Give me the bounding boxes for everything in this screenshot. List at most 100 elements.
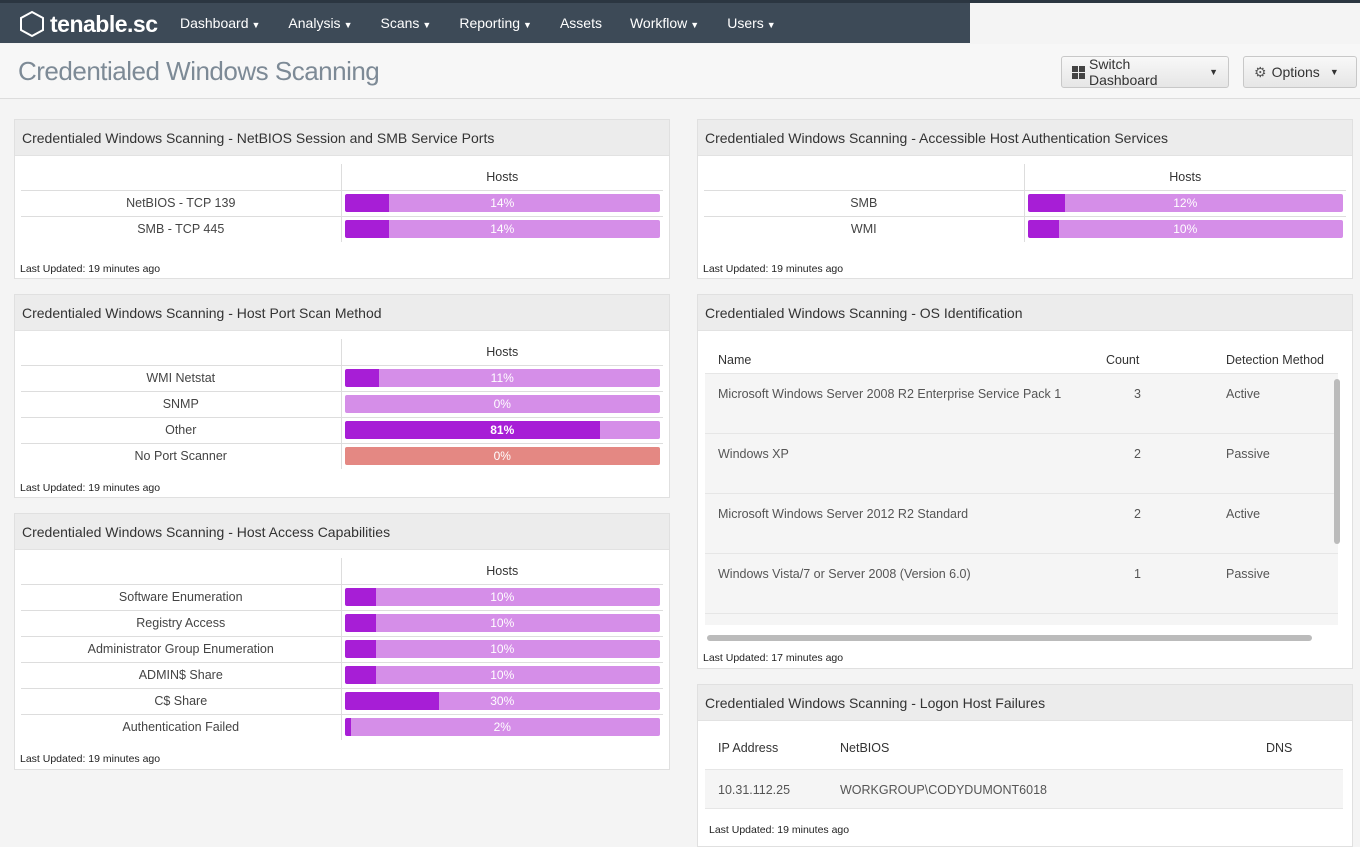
bar-cell: 12% (1023, 189, 1346, 216)
bar-cell: 10% (1023, 215, 1346, 242)
bar-value: 10% (490, 668, 515, 682)
bar-cell: 30% (340, 687, 663, 714)
options-label: Options (1271, 64, 1320, 80)
last-updated: Last Updated: 19 minutes ago (709, 824, 850, 836)
caret-down-icon: ▼ (251, 20, 261, 30)
nav-assets-label: Assets (559, 15, 602, 31)
percent-bar[interactable]: 10% (344, 588, 660, 606)
panel-title: Credentialed Windows Scanning - Accessib… (698, 120, 1352, 156)
panel-host-access: Credentialed Windows Scanning - Host Acc… (14, 513, 670, 770)
os-method: Active (1226, 507, 1261, 521)
column-header-dns[interactable]: DNS (1266, 741, 1293, 755)
bar-cell: 10% (340, 583, 663, 610)
percent-bar[interactable]: 30% (344, 692, 660, 710)
os-count: 3 (1134, 387, 1141, 401)
brand-logo[interactable]: tenable.sc (18, 10, 158, 38)
options-button[interactable]: ⚙ Options ▼ (1243, 56, 1357, 88)
navbar-background (0, 3, 970, 43)
percent-bar[interactable]: 2% (344, 718, 660, 737)
percent-bar[interactable]: 10% (344, 614, 660, 632)
switch-dashboard-button[interactable]: Switch Dashboard ▼ (1061, 56, 1229, 88)
column-header-hosts: Hosts (1023, 164, 1346, 190)
os-name: Windows Vista/7 or Server 2008 (Version … (718, 567, 971, 581)
vertical-scrollbar[interactable] (1334, 379, 1340, 544)
column-header-name[interactable]: Name (718, 353, 752, 367)
table-row: SMB 12% (704, 189, 1346, 216)
table-row[interactable]: Windows Vista/7 or Server 2008 (Version … (705, 554, 1338, 614)
bar-fill (1027, 220, 1060, 239)
caret-down-icon: ▼ (343, 20, 353, 30)
column-header-ip[interactable]: IP Address (718, 741, 779, 755)
panel-logon-failures: Credentialed Windows Scanning - Logon Ho… (697, 684, 1353, 847)
percent-bar[interactable]: 81% (344, 421, 660, 439)
nav-scans[interactable]: Scans ▼ (366, 3, 445, 43)
percent-bar[interactable]: 14% (344, 220, 660, 239)
table-header: IP Address NetBIOS DNS (718, 741, 1338, 761)
page-title: Credentialed Windows Scanning (18, 56, 380, 86)
nav-assets[interactable]: Assets (546, 3, 616, 43)
os-method: Passive (1226, 447, 1270, 461)
row-label: WMI Netstat (21, 364, 341, 391)
nav-analysis[interactable]: Analysis ▼ (274, 3, 366, 43)
bar-value: 14% (490, 222, 515, 237)
panel-title: Credentialed Windows Scanning - Host Por… (15, 295, 669, 331)
netbios-name: WORKGROUP\CODYDUMONT6018 (840, 783, 1047, 797)
table-row: WMI 10% (704, 215, 1346, 242)
bar-value: 14% (490, 196, 515, 210)
table-row[interactable]: Microsoft Windows Server 2008 R2 Enterpr… (705, 374, 1338, 434)
row-label: WMI (704, 215, 1024, 242)
nav-reporting[interactable]: Reporting ▼ (445, 3, 546, 43)
bar-value: 12% (1173, 196, 1198, 210)
column-header-count[interactable]: Count (1106, 353, 1140, 367)
table-row[interactable]: 10.31.112.25 WORKGROUP\CODYDUMONT6018 (705, 769, 1343, 809)
table-row: SMB - TCP 445 14% (21, 215, 663, 242)
percent-bar[interactable]: 10% (344, 640, 660, 658)
table-header: Name Count Detection Method (718, 353, 1338, 373)
percent-bar[interactable]: 10% (1027, 220, 1343, 239)
bar-value: 10% (1173, 222, 1198, 237)
row-label: NetBIOS - TCP 139 (21, 189, 341, 216)
table-row: Authentication Failed 2% (21, 713, 663, 740)
table-row[interactable]: Windows XP 2 Passive (705, 434, 1338, 494)
table-row: WMI Netstat 11% (21, 364, 663, 391)
table-row[interactable]: Microsoft Windows Server 2012 R2 Standar… (705, 494, 1338, 554)
panel-title: Credentialed Windows Scanning - OS Ident… (698, 295, 1352, 331)
percent-bar[interactable]: 0% (344, 395, 660, 413)
last-updated: Last Updated: 17 minutes ago (703, 652, 844, 664)
percent-bar[interactable]: 14% (344, 194, 660, 212)
table-row: ADMIN$ Share 10% (21, 661, 663, 688)
bar-table: Hosts Software Enumeration 10% Registry … (21, 558, 663, 740)
nav-analysis-label: Analysis (288, 15, 341, 31)
table-row: C$ Share 30% (21, 687, 663, 714)
percent-bar[interactable]: 12% (1027, 194, 1343, 212)
percent-bar[interactable]: 10% (344, 666, 660, 684)
column-header-detection-method[interactable]: Detection Method (1226, 353, 1324, 367)
nav-workflow[interactable]: Workflow ▼ (616, 3, 713, 43)
empty-header (704, 164, 1024, 190)
column-header-netbios[interactable]: NetBIOS (840, 741, 890, 755)
table-row[interactable] (705, 614, 1338, 625)
nav-users[interactable]: Users ▼ (713, 3, 789, 43)
column-header-hosts: Hosts (340, 339, 663, 365)
row-label: SMB - TCP 445 (21, 215, 341, 242)
column-header-hosts: Hosts (340, 558, 663, 584)
caret-down-icon: ▼ (766, 20, 776, 30)
percent-bar-alert[interactable]: 0% (344, 447, 660, 466)
bar-cell: 81% (340, 416, 663, 443)
nav-workflow-label: Workflow (629, 15, 688, 31)
brand-name: tenable.sc (50, 10, 158, 37)
nav-dashboard[interactable]: Dashboard ▼ (166, 3, 274, 43)
bar-cell: 2% (340, 713, 663, 740)
horizontal-scrollbar[interactable] (707, 635, 1312, 641)
bar-fill (344, 614, 377, 632)
row-label: Software Enumeration (21, 583, 341, 610)
last-updated: Last Updated: 19 minutes ago (703, 263, 844, 275)
top-navbar: tenable.sc Dashboard ▼ Analysis ▼ Scans ▼ R… (0, 0, 1360, 44)
page-header: Credentialed Windows Scanning Switch Das… (0, 44, 1360, 99)
caret-down-icon: ▼ (1329, 67, 1339, 77)
main-nav: Dashboard ▼ Analysis ▼ Scans ▼ Reporting ▼ A… (166, 3, 790, 43)
os-name: Windows XP (718, 447, 789, 461)
row-label: Authentication Failed (21, 713, 341, 740)
percent-bar[interactable]: 11% (344, 369, 660, 387)
bar-cell: 14% (340, 189, 663, 216)
